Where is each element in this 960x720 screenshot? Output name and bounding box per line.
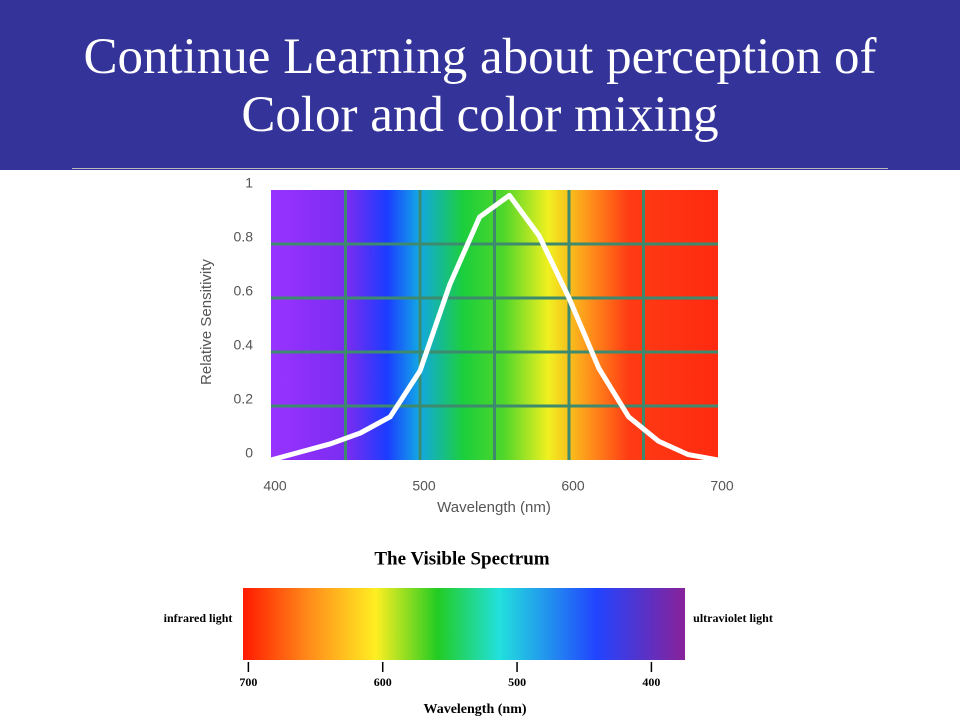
y-tick-label: 0 bbox=[245, 445, 253, 461]
x-axis-label: Wavelength (nm) bbox=[423, 702, 526, 717]
y-axis-label: Relative Sensitivity bbox=[198, 259, 215, 385]
y-tick-label: 1 bbox=[245, 175, 253, 191]
x-tick-label: 700 bbox=[239, 675, 257, 689]
x-tick-label: 600 bbox=[561, 478, 585, 494]
x-tick-label: 500 bbox=[508, 675, 526, 689]
sensitivity-curve bbox=[270, 192, 719, 463]
rule bbox=[72, 168, 888, 169]
left-label: infrared light bbox=[163, 611, 233, 625]
spectrum-bar bbox=[243, 588, 685, 660]
y-tick-label: 0.8 bbox=[234, 229, 254, 245]
y-tick-label: 0.2 bbox=[234, 391, 254, 407]
x-tick-label: 700 bbox=[710, 478, 734, 494]
title: Continue Learning about perception of Co… bbox=[83, 29, 877, 143]
x-tick-label: 600 bbox=[374, 675, 392, 689]
header: Continue Learning about perception of Co… bbox=[0, 0, 960, 170]
x-tick-label: 400 bbox=[642, 675, 660, 689]
x-tick-label: 500 bbox=[412, 478, 436, 494]
x-axis-label: Wavelength (nm) bbox=[437, 499, 551, 516]
y-tick-label: 0.4 bbox=[234, 337, 254, 353]
right-label: ultraviolet light bbox=[693, 611, 773, 625]
y-tick-label: 0.6 bbox=[234, 283, 254, 299]
x-tick-label: 400 bbox=[263, 478, 287, 494]
chart-title: The Visible Spectrum bbox=[374, 548, 549, 569]
